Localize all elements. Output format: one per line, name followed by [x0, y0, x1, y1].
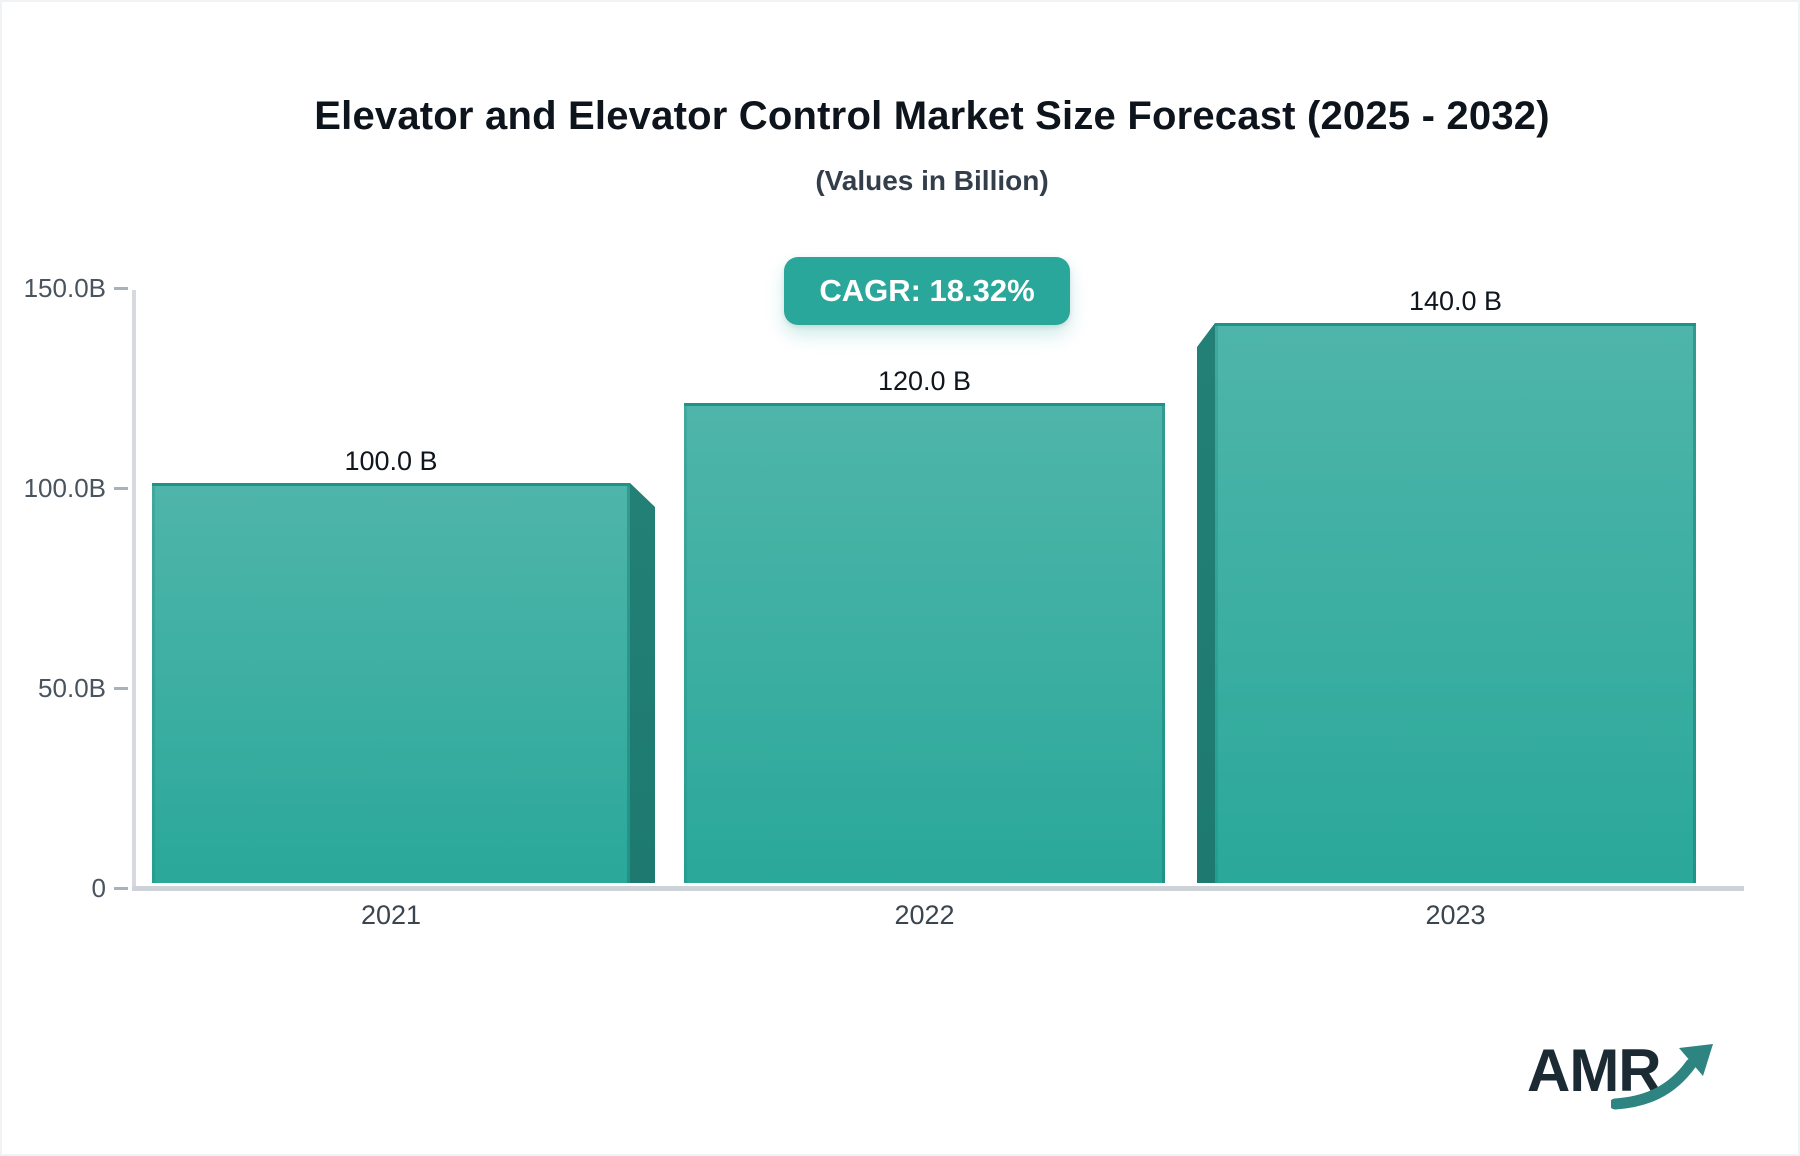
chart-subtitle: (Values in Billion): [815, 165, 1049, 196]
tick-mark-icon: [114, 286, 128, 290]
y-tick-150: 150.0B: [2, 272, 128, 304]
bar-2022: [684, 403, 1165, 883]
y-tick-label: 50.0B: [38, 672, 106, 703]
tick-mark-icon: [114, 686, 128, 690]
bar-2021: [152, 483, 630, 883]
x-label-2022: 2022: [894, 900, 955, 930]
bar-value-2022: 120.0 B: [877, 366, 972, 396]
chart-title: Elevator and Elevator Control Market Siz…: [314, 94, 1550, 138]
y-tick-label: 150.0B: [23, 272, 106, 303]
amr-logo-text: AMR: [1527, 1037, 1662, 1104]
y-tick-100: 100.0B: [2, 472, 128, 504]
y-tick-label: 100.0B: [23, 472, 106, 503]
cagr-badge: CAGR: 18.32%: [784, 257, 1070, 325]
y-tick-50: 50.0B: [2, 672, 128, 704]
x-label-2021: 2021: [360, 900, 422, 930]
x-label-2023: 2023: [1425, 900, 1486, 930]
bar-value-2023: 140.0 B: [1408, 286, 1503, 316]
tick-mark-icon: [114, 886, 128, 890]
bar-2023: [1215, 323, 1696, 883]
bar-value-2021: 100.0 B: [344, 446, 438, 476]
y-tick-label: 0: [91, 872, 106, 903]
bar-2023-side: [1197, 323, 1215, 883]
trend-up-arrow-icon: [1611, 1044, 1713, 1110]
y-tick-0: 0: [2, 872, 128, 904]
tick-mark-icon: [114, 486, 128, 490]
y-axis-line: [132, 290, 136, 888]
x-axis-line: [132, 886, 1744, 891]
amr-logo: AMR: [1527, 1030, 1727, 1120]
bar-2021-side: [630, 483, 655, 883]
